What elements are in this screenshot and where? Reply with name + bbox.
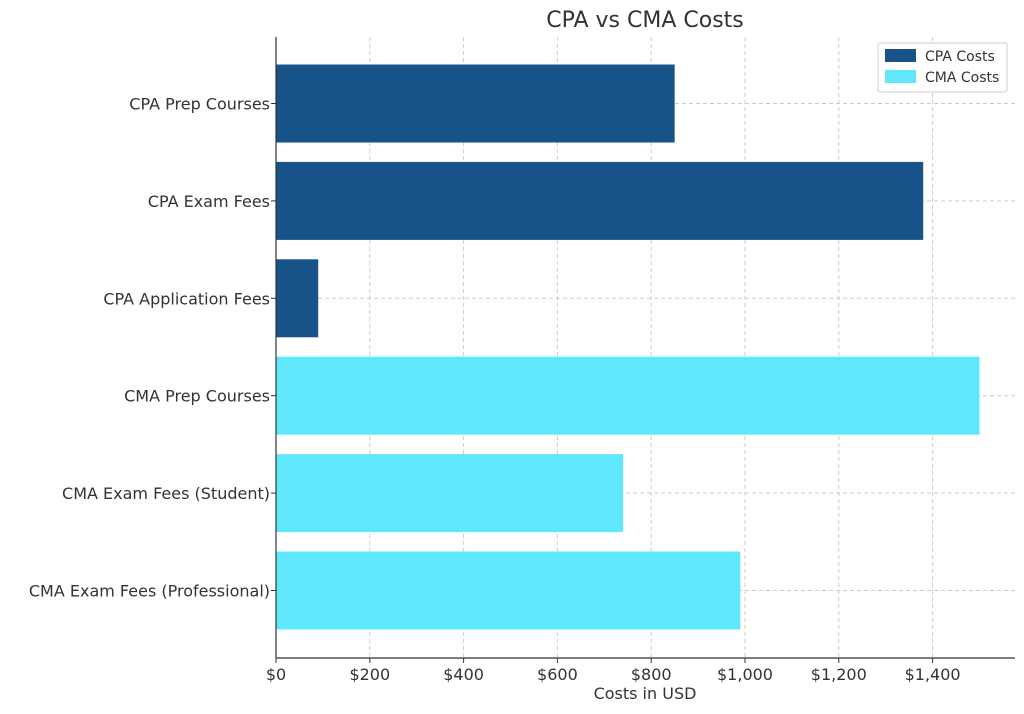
bars — [276, 64, 980, 630]
bar — [276, 259, 319, 338]
x-tick-label: $400 — [443, 665, 484, 684]
bar — [276, 551, 741, 630]
bar — [276, 161, 924, 240]
legend-swatch — [885, 49, 916, 62]
y-axis-categories: CPA Prep Courses CPA Exam Fees CPA Applica… — [29, 95, 276, 601]
x-tick-label: $200 — [349, 665, 390, 684]
legend-swatch — [885, 70, 916, 83]
y-category-label: CMA Exam Fees (Professional) — [29, 582, 270, 601]
x-tick-label: $600 — [537, 665, 578, 684]
x-tick-label: $800 — [631, 665, 672, 684]
bar — [276, 356, 980, 435]
x-axis-label: Costs in USD — [594, 684, 697, 703]
y-category-label: CPA Prep Courses — [129, 95, 270, 114]
axes — [275, 37, 1015, 659]
y-category-label: CMA Prep Courses — [124, 387, 270, 406]
x-tick-label: $1,200 — [811, 665, 867, 684]
chart-title: CPA vs CMA Costs — [546, 8, 744, 33]
legend-label: CPA Costs — [925, 49, 995, 65]
bar — [276, 454, 624, 533]
x-axis-ticks: $0 $200 $400 $600 $800 $1,000 $1,200 $1,400 — [266, 658, 961, 684]
legend-label: CMA Costs — [925, 70, 999, 86]
y-category-label: CPA Application Fees — [103, 289, 270, 308]
legend: CPA Costs CMA Costs — [877, 42, 1008, 93]
y-category-label: CPA Exam Fees — [148, 192, 270, 211]
x-tick-label: $1,000 — [717, 665, 773, 684]
y-category-label: CMA Exam Fees (Student) — [62, 484, 270, 503]
x-tick-label: $1,400 — [905, 665, 961, 684]
x-tick-label: $0 — [266, 665, 286, 684]
bar — [276, 64, 675, 143]
